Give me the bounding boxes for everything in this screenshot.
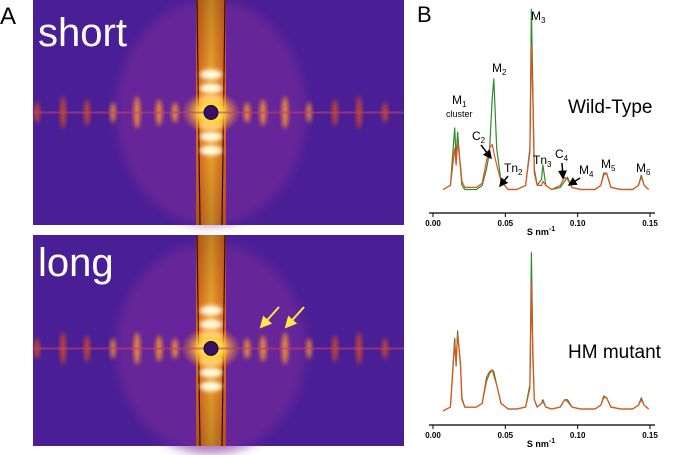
peak-label-text: M — [531, 9, 541, 23]
annotation-arrow — [499, 175, 509, 188]
peak-label-sub: 5 — [611, 164, 616, 173]
x-axis-label: S nm-1 — [527, 438, 555, 449]
trace — [442, 281, 649, 412]
peak-label-text: C — [472, 129, 481, 143]
peak-label-text: Tn — [504, 161, 518, 175]
meridional-reflection — [200, 145, 222, 156]
trace — [442, 252, 649, 412]
peak-label-sub: 1 — [462, 100, 467, 109]
plot-title: Wild-Type — [568, 97, 652, 118]
arrow — [259, 306, 280, 329]
panel-label: B — [417, 2, 432, 27]
meridional-reflection — [200, 381, 222, 392]
plot-title: HM mutant — [568, 342, 662, 363]
diffraction-image — [33, 0, 404, 226]
peak-label: C2 — [472, 129, 486, 145]
peak-label: Tn3 — [533, 153, 552, 169]
peak-label-sub: 6 — [646, 168, 651, 177]
peak-label: Tn2 — [504, 161, 523, 177]
peak-label-sub: 3 — [547, 160, 552, 169]
peak-label-sub: 2 — [518, 168, 523, 177]
x-axis-label-sup: -1 — [549, 438, 555, 445]
annotation-arrow — [480, 144, 492, 160]
peak-label-text: M — [579, 163, 589, 177]
peak-label: M2 — [492, 61, 507, 77]
peak-label: C4 — [555, 147, 569, 163]
x-tick-label: 0.10 — [570, 431, 586, 440]
peak-label: M3 — [531, 9, 546, 25]
peak-label: M1 — [452, 93, 467, 109]
x-tick-label: 0.05 — [498, 219, 514, 228]
beamstop — [203, 341, 219, 356]
x-axis-label-text: S nm — [527, 439, 549, 449]
x-tick-label: 0.05 — [498, 431, 514, 440]
meridional-reflection — [200, 305, 222, 316]
arrow — [284, 306, 305, 329]
x-tick-label: 0.00 — [425, 431, 441, 440]
peak-label-text: Tn — [533, 153, 547, 167]
peak-label-text: M — [452, 93, 462, 107]
panel-label: A — [0, 3, 16, 30]
x-tick-label: 0.10 — [570, 219, 586, 228]
peak-label-sub: 2 — [481, 136, 486, 145]
x-tick-label: 0.15 — [642, 219, 658, 228]
diffraction-image — [33, 234, 404, 454]
peak-label-sub: 3 — [541, 16, 546, 25]
meridional-reflection — [200, 69, 222, 80]
peak-label-sub: 2 — [502, 68, 507, 77]
x-tick-label: 0.00 — [425, 219, 441, 228]
peak-label: M4 — [579, 163, 594, 179]
image-label: short — [38, 11, 127, 55]
annotation-arrow — [558, 162, 567, 180]
peak-label-text: M — [601, 157, 611, 171]
x-tick-label: 0.15 — [642, 431, 658, 440]
peak-label-text: M — [636, 161, 646, 175]
trace — [442, 45, 650, 191]
x-axis-label: S nm-1 — [527, 226, 555, 237]
beamstop — [203, 105, 219, 120]
annotation-arrow — [567, 177, 581, 186]
peak-label-sub: 4 — [564, 154, 569, 163]
diffraction-images — [33, 0, 404, 454]
peak-label-note: cluster — [446, 109, 473, 119]
x-axis-label-sup: -1 — [549, 226, 555, 233]
peak-label: M5 — [601, 157, 616, 173]
peak-label-text: M — [492, 61, 502, 75]
x-axis-label-text: S nm — [527, 227, 549, 237]
peak-label-sub: 4 — [589, 170, 594, 179]
image-label: long — [38, 241, 114, 285]
peak-label-text: C — [555, 147, 564, 161]
peak-label: M6 — [636, 161, 651, 177]
